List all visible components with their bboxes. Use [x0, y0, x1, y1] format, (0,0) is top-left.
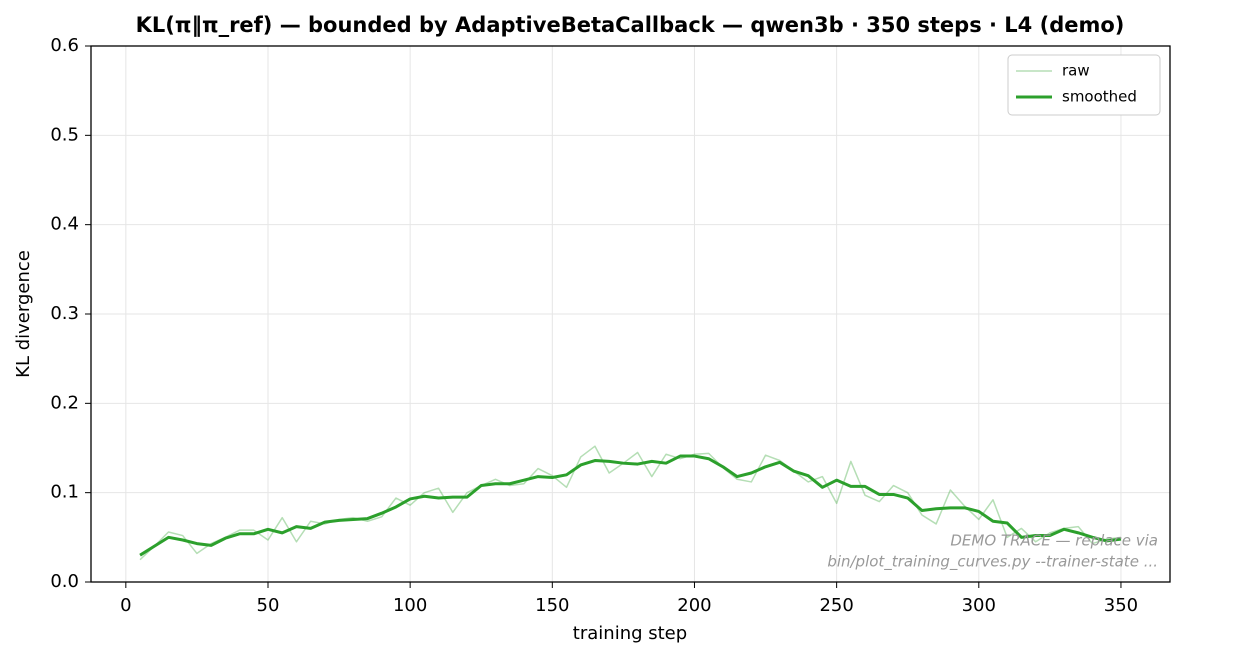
legend-label: smoothed — [1062, 88, 1137, 106]
x-tick-label: 50 — [257, 595, 280, 616]
y-tick-label: 0.3 — [50, 303, 79, 324]
x-tick-label: 100 — [393, 595, 427, 616]
y-tick-label: 0.4 — [50, 214, 79, 235]
x-axis-label: training step — [573, 623, 687, 644]
y-tick-label: 0.2 — [50, 392, 79, 413]
y-tick-label: 0.5 — [50, 124, 79, 145]
series-line — [139, 445, 1122, 561]
x-tick-label: 200 — [677, 595, 711, 616]
plot — [139, 445, 1122, 561]
chart-title: KL(π‖π_ref) — bounded by AdaptiveBetaCal… — [136, 13, 1125, 38]
x-tick-label: 300 — [962, 595, 996, 616]
x-tick-label: 350 — [1104, 595, 1138, 616]
x-tick-label: 0 — [120, 595, 131, 616]
legend-label: raw — [1062, 62, 1090, 80]
annotation: bin/plot_training_curves.py --trainer-st… — [827, 553, 1158, 572]
y-tick-label: 0.6 — [50, 35, 79, 56]
grid — [91, 45, 1170, 583]
annotation: DEMO TRACE — replace via — [950, 532, 1158, 550]
x-tick-label: 150 — [535, 595, 569, 616]
series-line — [139, 454, 1122, 557]
x-tick-label: 250 — [819, 595, 853, 616]
y-axis-label: KL divergence — [13, 250, 34, 378]
axes-frame — [90, 45, 1171, 583]
y-tick-label: 0.1 — [50, 482, 79, 503]
y-tick-label: 0.0 — [50, 571, 79, 592]
legend-box — [1007, 54, 1161, 116]
